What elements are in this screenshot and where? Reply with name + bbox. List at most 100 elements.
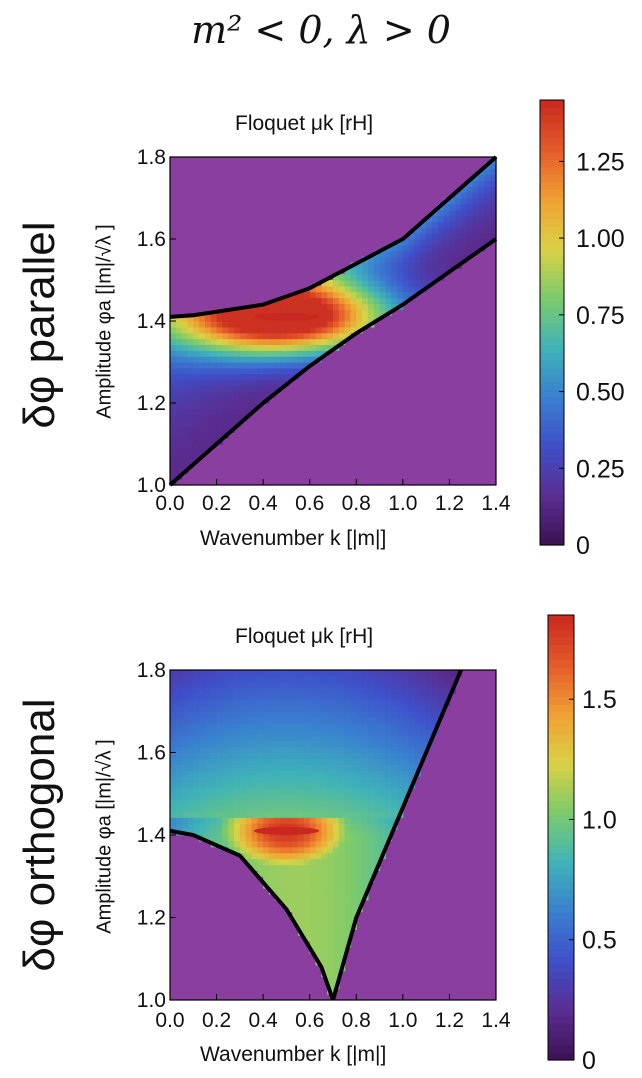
heat-cell	[263, 858, 270, 866]
heat-cell	[298, 770, 305, 777]
heat-cell	[268, 356, 276, 363]
heat-cell	[373, 268, 381, 275]
heat-cell	[216, 723, 223, 730]
heat-cell	[239, 403, 247, 410]
heat-cell	[251, 817, 258, 824]
heat-cell	[239, 817, 247, 824]
heat-cell	[408, 675, 416, 683]
heat-cell	[362, 734, 369, 742]
heat-cell	[309, 929, 317, 936]
heat-cell	[199, 699, 206, 706]
heat-cell	[216, 787, 223, 795]
heat-cell	[362, 781, 369, 789]
heat-cell	[321, 876, 328, 883]
heat-cell	[199, 326, 206, 334]
heat-cell	[303, 805, 311, 813]
heat-cell	[181, 817, 189, 824]
heat-cell	[216, 829, 223, 836]
heat-cell	[228, 711, 235, 718]
heat-cell	[286, 675, 293, 683]
heat-cell	[490, 203, 497, 211]
heat-cell	[367, 752, 375, 759]
heat-cell	[379, 699, 386, 706]
heat-cell	[199, 321, 206, 328]
heat-cell	[193, 444, 200, 451]
heat-cell	[344, 935, 352, 942]
heat-cell	[251, 315, 258, 322]
heat-cell	[170, 787, 177, 795]
heat-cell	[234, 787, 241, 795]
heat-cell	[222, 799, 229, 807]
heat-cell	[234, 309, 241, 316]
colorbar-segment	[540, 478, 564, 487]
heat-cell	[292, 675, 299, 683]
heat-cell	[373, 717, 381, 724]
heat-cell	[420, 693, 427, 701]
heat-cell	[449, 250, 456, 258]
heat-cell	[239, 699, 247, 706]
heat-cell	[315, 315, 322, 322]
heat-cell	[490, 162, 497, 170]
heat-cell	[263, 321, 270, 328]
heat-cell	[321, 344, 328, 351]
heat-cell	[303, 728, 311, 736]
heat-cell	[251, 367, 258, 375]
heat-cell	[327, 787, 334, 795]
heat-cell	[344, 852, 352, 860]
heat-cell	[193, 403, 200, 410]
heat-cell	[204, 332, 212, 340]
heat-cell	[216, 332, 223, 340]
heat-cell	[327, 734, 334, 742]
heat-cell	[338, 670, 346, 677]
heat-cell	[303, 291, 311, 299]
heat-cell	[274, 356, 282, 363]
heat-cell	[216, 403, 223, 410]
heat-cell	[280, 882, 288, 889]
colorbar-segment	[540, 114, 564, 123]
heat-cell	[298, 811, 305, 818]
heat-cell	[274, 681, 282, 689]
heat-cell	[251, 362, 258, 369]
heat-cell	[216, 356, 223, 363]
heat-cell	[385, 746, 392, 754]
heat-cell	[274, 805, 282, 813]
heat-cell	[327, 852, 334, 860]
heat-cell	[303, 811, 311, 818]
heat-cell	[315, 917, 322, 924]
heat-cell	[204, 787, 212, 795]
heat-cell	[344, 781, 352, 789]
heat-cell	[356, 787, 363, 795]
heat-cell	[367, 723, 375, 730]
heat-cell	[397, 705, 404, 712]
heat-cell	[268, 717, 276, 724]
heat-cell	[327, 717, 334, 724]
heat-cell	[199, 379, 206, 387]
colorbar-segment	[540, 418, 564, 427]
heat-cell	[362, 693, 369, 701]
heat-cell	[286, 373, 293, 381]
heat-cell	[437, 215, 445, 223]
heat-cell	[402, 291, 410, 299]
heat-cell	[187, 752, 194, 759]
heat-cell	[461, 221, 468, 228]
heat-cell	[385, 705, 392, 712]
heat-cell	[286, 852, 293, 860]
heat-cell	[187, 764, 194, 771]
heat-cell	[210, 338, 218, 346]
heat-cell	[373, 746, 381, 754]
heat-cell	[204, 758, 212, 765]
heat-cell	[222, 770, 229, 777]
heat-cell	[379, 675, 386, 683]
heat-cell	[268, 876, 276, 883]
heat-cell	[455, 256, 462, 264]
heat-cell	[286, 805, 293, 813]
heat-cell	[263, 793, 270, 801]
heat-cell	[239, 338, 247, 346]
heat-cell	[292, 770, 299, 777]
heat-cell	[391, 262, 398, 269]
heat-cell	[175, 764, 183, 771]
heat-cell	[245, 670, 253, 677]
heat-cell	[472, 233, 480, 240]
heat-cell	[303, 699, 311, 706]
